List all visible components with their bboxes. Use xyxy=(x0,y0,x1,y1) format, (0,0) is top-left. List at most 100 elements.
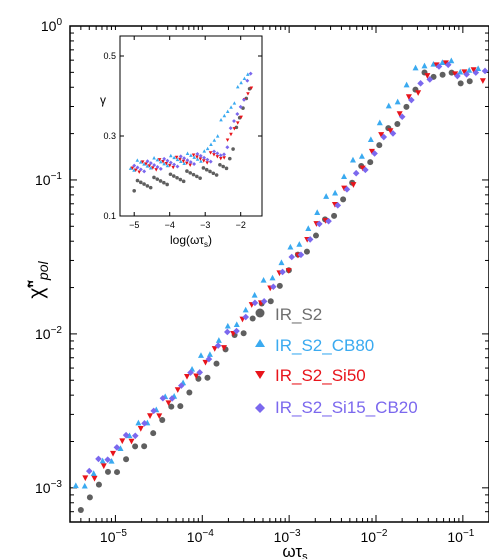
inset-data-point xyxy=(148,161,153,166)
data-point xyxy=(141,420,148,427)
data-point xyxy=(341,185,348,192)
x-tick-label-base: 10 xyxy=(274,529,290,545)
data-point xyxy=(159,416,166,423)
inset-data-point xyxy=(228,126,233,131)
inset-data-point xyxy=(155,177,160,181)
x-tick-label-exp: −2 xyxy=(376,528,388,539)
data-point xyxy=(168,403,175,410)
legend-label-ir-s2-si50: IR_S2_Si50 xyxy=(275,366,366,385)
x-tick-label-exp: −3 xyxy=(289,528,301,539)
inset-data-point xyxy=(191,172,196,177)
data-point xyxy=(350,182,357,188)
y-axis-label-sub: pol xyxy=(35,261,51,282)
inset-data-point xyxy=(162,156,167,161)
y-tick-label-base: 10 xyxy=(41,18,57,34)
data-point xyxy=(126,432,133,439)
data-point xyxy=(394,98,401,105)
inset-data-point xyxy=(212,138,217,142)
inset-data-point xyxy=(185,158,190,163)
data-point xyxy=(72,482,79,489)
main-series-layer xyxy=(72,57,489,514)
data-point xyxy=(389,130,397,137)
data-point xyxy=(396,111,403,117)
inset-data-point xyxy=(218,162,222,167)
data-point xyxy=(204,374,211,381)
data-point xyxy=(457,68,464,75)
inset-data-point xyxy=(168,172,173,177)
inset-data-point xyxy=(135,165,140,170)
data-point xyxy=(433,62,440,69)
data-point xyxy=(233,327,240,335)
inset-data-point xyxy=(132,189,136,193)
data-point xyxy=(104,456,111,463)
inset-data-point xyxy=(229,132,233,137)
legend-label-ir-s2-si15-cb20: IR_S2_Si15_CB20 xyxy=(275,398,418,417)
data-point xyxy=(91,475,98,482)
data-point xyxy=(213,360,220,367)
inset-data-point xyxy=(195,155,199,159)
inset-data-point xyxy=(130,166,135,170)
inset-data-point xyxy=(181,179,186,184)
data-point xyxy=(472,69,480,76)
inset-x-tick-label: −2 xyxy=(236,220,246,230)
legend-item-ir-s2-si15-cb20: IR_S2_Si15_CB20 xyxy=(255,398,418,417)
data-point xyxy=(233,321,240,328)
data-point xyxy=(260,298,268,305)
inset-data-point xyxy=(174,155,179,160)
inset-data-point xyxy=(148,166,153,170)
inset-data-point xyxy=(208,151,213,155)
inset-data-point xyxy=(134,168,138,172)
data-point xyxy=(334,202,342,209)
inset-data-point xyxy=(144,162,148,166)
inset-data-point xyxy=(204,167,209,172)
data-point xyxy=(224,328,231,336)
inset-data-point xyxy=(218,157,223,161)
data-point xyxy=(415,90,422,96)
data-point xyxy=(95,481,102,488)
inset-data-point xyxy=(138,160,143,164)
inset-data-point xyxy=(208,159,213,164)
inset-data-point xyxy=(168,160,173,165)
data-point xyxy=(403,103,410,110)
inset-data-point xyxy=(222,113,227,118)
data-point xyxy=(349,156,356,163)
inset-data-point xyxy=(227,156,232,161)
y-tick-label-base: 10 xyxy=(35,326,51,342)
data-point xyxy=(448,69,455,76)
inset-data-point xyxy=(155,157,160,162)
inset-data-point xyxy=(162,180,166,185)
inset-x-axis-label: log(ωτs) xyxy=(170,233,212,249)
data-point xyxy=(184,373,191,380)
data-point xyxy=(113,444,121,451)
data-point xyxy=(408,96,415,104)
inset-data-point xyxy=(229,105,233,109)
inset-data-point xyxy=(171,165,175,170)
y-tick-label-base: 10 xyxy=(35,172,51,188)
legend-marker-ir-s2-si15-cb20 xyxy=(255,403,265,413)
inset-data-point xyxy=(205,146,210,151)
data-point xyxy=(267,298,274,305)
inset-data-point xyxy=(147,164,152,168)
data-point xyxy=(444,61,452,69)
data-point xyxy=(205,355,213,363)
inset-data-point xyxy=(198,176,202,180)
data-point xyxy=(376,119,383,126)
data-point xyxy=(168,395,176,402)
data-point xyxy=(251,299,259,307)
x-tick-label-base: 10 xyxy=(100,529,116,545)
inset-data-point xyxy=(181,159,186,164)
inset-data-point xyxy=(178,157,182,162)
y-axis-label-main: χ̃" xyxy=(25,280,48,299)
x-axis-label-sub: s xyxy=(302,551,308,559)
inset-data-point xyxy=(179,159,183,164)
x-tick-label-exp: −4 xyxy=(202,528,214,539)
inset-data-point xyxy=(239,115,243,120)
inset-data-point xyxy=(162,161,166,166)
data-point xyxy=(242,313,250,321)
inset-data-point xyxy=(212,149,217,154)
inset-data-point xyxy=(142,169,147,174)
y-tick-label: 10−2 xyxy=(35,325,62,342)
inset-data-point xyxy=(188,163,192,167)
data-point xyxy=(362,166,369,174)
inset-data-point xyxy=(245,78,250,83)
